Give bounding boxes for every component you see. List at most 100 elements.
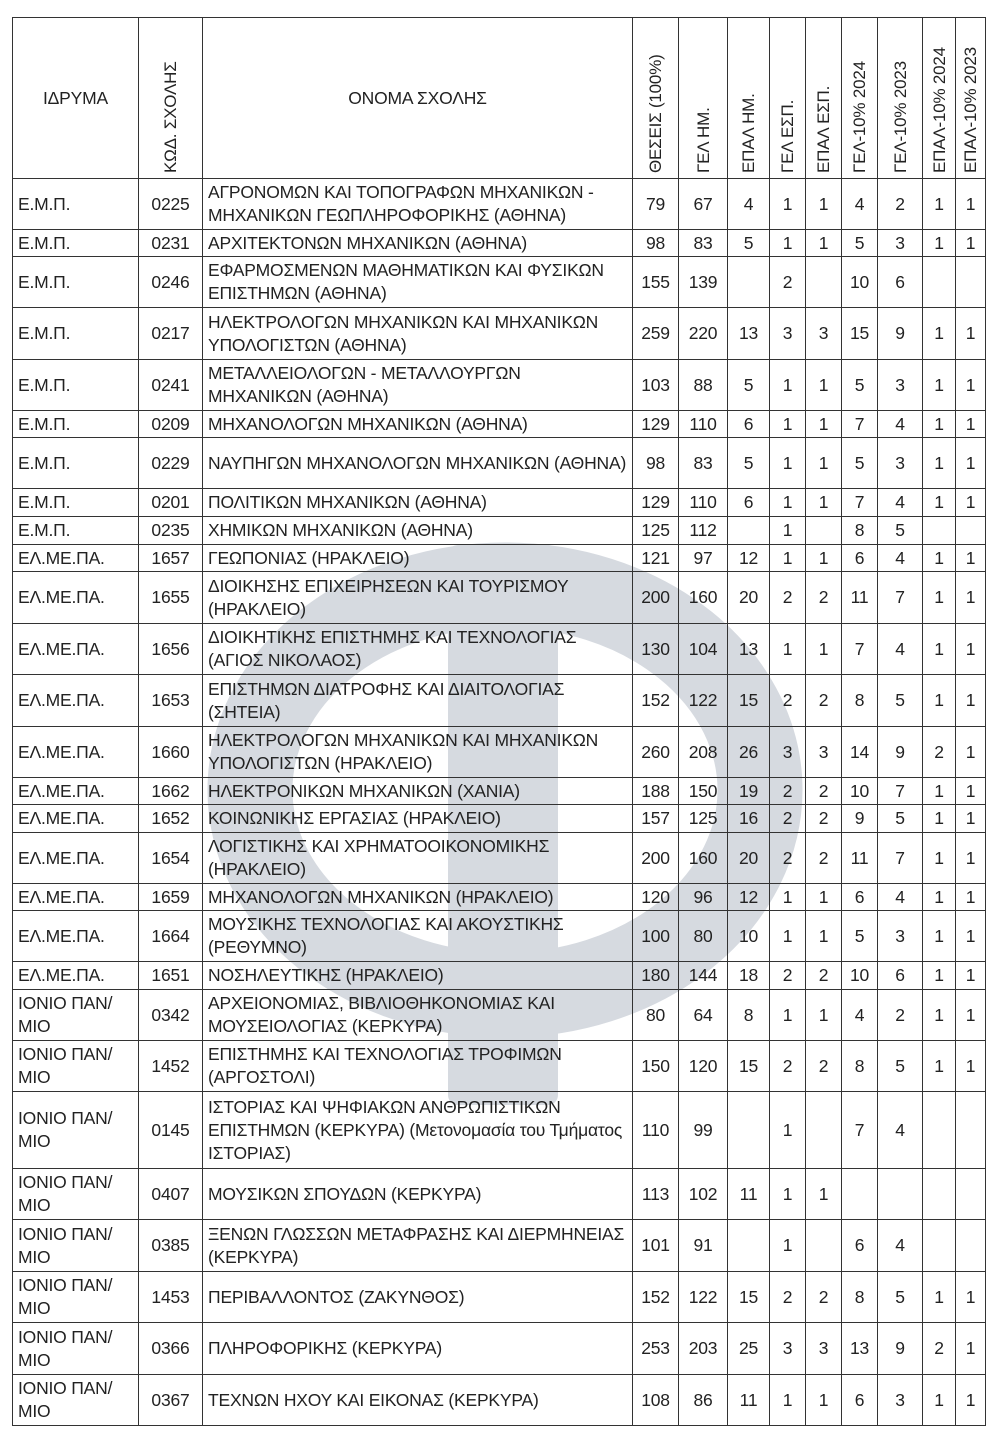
cell-epal-day: 26 xyxy=(727,726,770,778)
cell-school-code: 0209 xyxy=(138,410,203,438)
header-epal-evening-label: ΕΠΑΛ ΕΣΠ. xyxy=(814,85,833,173)
cell-epal-10-2023 xyxy=(955,516,986,545)
header-epal-10-2023-label: ΕΠΑΛ-10% 2023 xyxy=(961,47,980,173)
cell-gel-10-2023: 5 xyxy=(877,674,923,727)
table-row: Ε.Μ.Π. 0231 ΑΡΧΙΤΕΚΤΟΝΩΝ ΜΗΧΑΝΙΚΩΝ (ΑΘΗΝΑ)… xyxy=(12,229,986,257)
cell-gel-10-2024: 6 xyxy=(841,883,878,911)
header-epal-10-2024: ΕΠΑΛ-10% 2024 xyxy=(922,17,956,179)
cell-epal-day xyxy=(727,256,770,308)
cell-school-code: 1651 xyxy=(138,961,203,990)
cell-gel-evening: 1 xyxy=(769,1219,806,1272)
cell-gel-10-2024: 6 xyxy=(841,1219,878,1272)
cell-school-name: ΜΟΥΣΙΚΗΣ ΤΕΧΝΟΛΟΓΙΑΣ ΚΑΙ ΑΚΟΥΣΤΙΚΗΣ (ΡΕΘ… xyxy=(202,910,633,962)
cell-gel-evening: 2 xyxy=(769,1040,806,1092)
table-row: Ε.Μ.Π. 0229 ΝΑΥΠΗΓΩΝ ΜΗΧΑΝΟΛΟΓΩΝ ΜΗΧΑΝΙΚΩΝ… xyxy=(12,437,986,489)
cell-epal-day: 15 xyxy=(727,674,770,727)
table-row: ΕΛ.ΜΕ.ΠΑ. 1653 ΕΠΙΣΤΗΜΩΝ ΔΙΑΤΡΟΦΗΣ ΚΑΙ ΔΙΑ… xyxy=(12,674,986,727)
table-row: ΙΟΝΙΟ ΠΑΝ/ ΜΙΟ 1453 ΠΕΡΙΒΑΛΛΟΝΤΟΣ (ΖΑΚΥΝΘΟ… xyxy=(12,1271,986,1323)
cell-places: 108 xyxy=(632,1374,679,1426)
cell-epal-evening: 1 xyxy=(805,989,842,1041)
cell-institution: Ε.Μ.Π. xyxy=(12,359,139,411)
cell-gel-day: 102 xyxy=(678,1168,728,1220)
cell-gel-10-2024: 7 xyxy=(841,1091,878,1169)
cell-gel-day: 120 xyxy=(678,1040,728,1092)
cell-epal-evening: 1 xyxy=(805,1374,842,1426)
cell-gel-day: 125 xyxy=(678,804,728,833)
cell-places: 152 xyxy=(632,674,679,727)
cell-epal-10-2023 xyxy=(955,1091,986,1169)
cell-places: 98 xyxy=(632,437,679,489)
cell-gel-10-2023: 4 xyxy=(877,1091,923,1169)
cell-gel-10-2023: 2 xyxy=(877,178,923,230)
cell-school-name: ΗΛΕΚΤΡΟΝΙΚΩΝ ΜΗΧΑΝΙΚΩΝ (ΧΑΝΙΑ) xyxy=(202,777,633,805)
cell-epal-evening: 2 xyxy=(805,571,842,624)
cell-gel-evening: 3 xyxy=(769,1322,806,1375)
cell-epal-day: 5 xyxy=(727,437,770,489)
cell-gel-10-2024: 11 xyxy=(841,832,878,884)
cell-epal-10-2023: 1 xyxy=(955,1040,986,1092)
cell-gel-10-2024: 4 xyxy=(841,178,878,230)
cell-gel-10-2023: 6 xyxy=(877,256,923,308)
cell-school-code: 0385 xyxy=(138,1219,203,1272)
cell-gel-10-2023: 9 xyxy=(877,1322,923,1375)
cell-epal-evening: 1 xyxy=(805,437,842,489)
table-row: Ε.Μ.Π. 0225 ΑΓΡΟΝΟΜΩΝ ΚΑΙ ΤΟΠΟΓΡΑΦΩΝ ΜΗΧΑΝ… xyxy=(12,178,986,230)
table-row: ΕΛ.ΜΕ.ΠΑ. 1655 ΔΙΟΙΚΗΣΗΣ ΕΠΙΧΕΙΡΗΣΕΩΝ ΚΑΙ … xyxy=(12,571,986,624)
cell-institution: ΙΟΝΙΟ ΠΑΝ/ ΜΙΟ xyxy=(12,1271,139,1323)
cell-gel-day: 86 xyxy=(678,1374,728,1426)
header-gel-10-2023: ΓΕΛ-10% 2023 xyxy=(877,17,923,179)
cell-institution: Ε.Μ.Π. xyxy=(12,178,139,230)
cell-gel-10-2023: 3 xyxy=(877,437,923,489)
cell-places: 98 xyxy=(632,229,679,257)
cell-gel-day: 64 xyxy=(678,989,728,1041)
table-row: Ε.Μ.Π. 0235 ΧΗΜΙΚΩΝ ΜΗΧΑΝΙΚΩΝ (ΑΘΗΝΑ) 125 11… xyxy=(12,516,986,545)
table-row: ΙΟΝΙΟ ΠΑΝ/ ΜΙΟ 1452 ΕΠΙΣΤΗΜΗΣ ΚΑΙ ΤΕΧΝΟΛΟΓ… xyxy=(12,1040,986,1092)
cell-epal-10-2023 xyxy=(955,256,986,308)
cell-epal-10-2024: 2 xyxy=(922,726,956,778)
cell-gel-10-2024: 13 xyxy=(841,1322,878,1375)
cell-epal-10-2024 xyxy=(922,256,956,308)
header-row: ΙΔΡΥΜΑ ΚΩΔ. ΣΧΟΛΗΣ ΟΝΟΜΑ ΣΧΟΛΗΣ ΘΕΣΕΙΣ (… xyxy=(12,17,986,179)
cell-places: 125 xyxy=(632,516,679,545)
cell-institution: ΕΛ.ΜΕ.ΠΑ. xyxy=(12,571,139,624)
cell-places: 129 xyxy=(632,488,679,517)
cell-epal-10-2024: 1 xyxy=(922,804,956,833)
cell-school-name: ΤΕΧΝΩΝ ΗΧΟΥ ΚΑΙ ΕΙΚΟΝΑΣ (ΚΕΡΚΥΡΑ) xyxy=(202,1374,633,1426)
cell-gel-evening: 2 xyxy=(769,571,806,624)
cell-epal-evening: 2 xyxy=(805,832,842,884)
cell-gel-day: 67 xyxy=(678,178,728,230)
cell-school-name: ΙΣΤΟΡΙΑΣ ΚΑΙ ΨΗΦΙΑΚΩΝ ΑΝΘΡΩΠΙΣΤΙΚΩΝ ΕΠΙΣ… xyxy=(202,1091,633,1169)
cell-school-name: ΑΓΡΟΝΟΜΩΝ ΚΑΙ ΤΟΠΟΓΡΑΦΩΝ ΜΗΧΑΝΙΚΩΝ - ΜΗΧ… xyxy=(202,178,633,230)
cell-gel-evening: 2 xyxy=(769,777,806,805)
cell-epal-evening: 1 xyxy=(805,488,842,517)
cell-epal-10-2024: 1 xyxy=(922,883,956,911)
cell-gel-evening: 2 xyxy=(769,804,806,833)
cell-gel-10-2024: 6 xyxy=(841,1374,878,1426)
table-row: ΕΛ.ΜΕ.ΠΑ. 1659 ΜΗΧΑΝΟΛΟΓΩΝ ΜΗΧΑΝΙΚΩΝ (ΗΡΑΚ… xyxy=(12,883,986,911)
cell-epal-10-2023: 1 xyxy=(955,726,986,778)
cell-gel-evening: 1 xyxy=(769,359,806,411)
cell-epal-10-2024 xyxy=(922,1219,956,1272)
table-row: Ε.Μ.Π. 0201 ΠΟΛΙΤΙΚΩΝ ΜΗΧΑΝΙΚΩΝ (ΑΘΗΝΑ) 129… xyxy=(12,488,986,517)
table-row: ΕΛ.ΜΕ.ΠΑ. 1664 ΜΟΥΣΙΚΗΣ ΤΕΧΝΟΛΟΓΙΑΣ ΚΑΙ ΑΚ… xyxy=(12,910,986,962)
cell-epal-10-2023: 1 xyxy=(955,1271,986,1323)
cell-gel-evening: 1 xyxy=(769,989,806,1041)
cell-school-code: 0145 xyxy=(138,1091,203,1169)
cell-school-code: 0235 xyxy=(138,516,203,545)
header-school-code-label: ΚΩΔ. ΣΧΟΛΗΣ xyxy=(161,61,180,173)
cell-epal-10-2024: 1 xyxy=(922,437,956,489)
table-row: ΕΛ.ΜΕ.ΠΑ. 1652 ΚΟΙΝΩΝΙΚΗΣ ΕΡΓΑΣΙΑΣ (ΗΡΑΚΛΕ… xyxy=(12,804,986,833)
cell-school-code: 1660 xyxy=(138,726,203,778)
cell-epal-day: 16 xyxy=(727,804,770,833)
cell-gel-day: 112 xyxy=(678,516,728,545)
cell-epal-10-2024: 1 xyxy=(922,410,956,438)
cell-gel-10-2024: 5 xyxy=(841,437,878,489)
cell-gel-10-2023: 4 xyxy=(877,544,923,572)
cell-places: 150 xyxy=(632,1040,679,1092)
cell-places: 103 xyxy=(632,359,679,411)
cell-school-name: ΝΑΥΠΗΓΩΝ ΜΗΧΑΝΟΛΟΓΩΝ ΜΗΧΑΝΙΚΩΝ (ΑΘΗΝΑ) xyxy=(202,437,633,489)
cell-epal-10-2024: 1 xyxy=(922,777,956,805)
cell-institution: Ε.Μ.Π. xyxy=(12,410,139,438)
cell-epal-evening: 2 xyxy=(805,961,842,990)
cell-epal-day: 25 xyxy=(727,1322,770,1375)
